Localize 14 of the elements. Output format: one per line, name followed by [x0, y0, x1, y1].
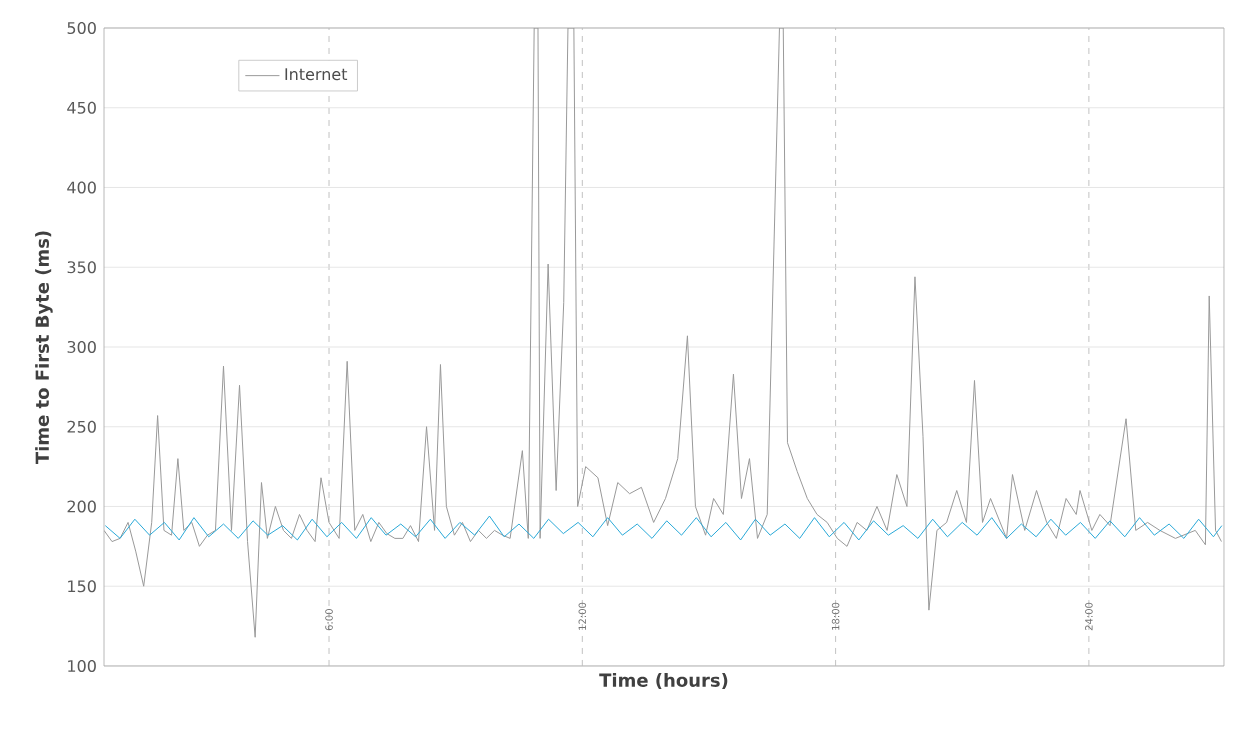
y-tick-label: 400 [67, 181, 96, 194]
y-tick-label: 300 [67, 340, 96, 354]
line-series [104, 515, 1223, 541]
legend-label: Internet [285, 68, 348, 81]
y-tick-label: 450 [67, 101, 96, 114]
y-tick-label: 100 [68, 659, 96, 673]
y-tick-label: 250 [67, 420, 96, 433]
y-tick-label: 200 [67, 500, 96, 513]
y-tick-label: 500 [67, 21, 96, 35]
y-tick-label: 150 [68, 580, 96, 593]
x-axis-title: Time (hours) [599, 673, 728, 690]
line-series [104, 27, 1222, 638]
y-axis-title: Time to First Byte (ms) [35, 231, 53, 465]
y-tick-label: 350 [67, 261, 96, 274]
